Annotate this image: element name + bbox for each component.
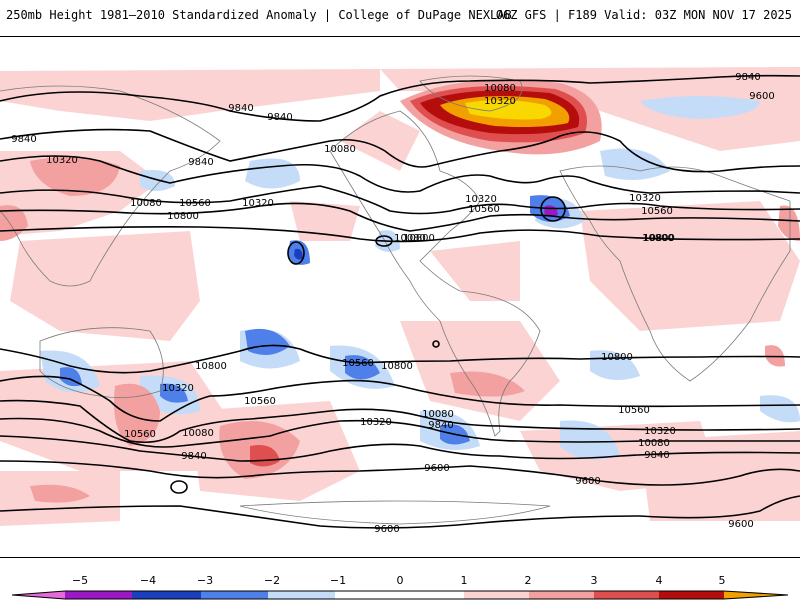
contour-label: 9840: [228, 103, 253, 114]
colorbar-tick: −1: [330, 574, 346, 587]
contour-label: 10800: [643, 233, 675, 244]
contour-label: 10800: [195, 361, 227, 372]
strong-positive-anomaly: [400, 79, 602, 155]
contour-label: 10080: [130, 198, 162, 209]
contour-label: 10080: [324, 144, 356, 155]
model-run-info: 06Z GFS | F189 Valid: 03Z MON NOV 17 202…: [495, 8, 792, 22]
colorbar-tick: −4: [140, 574, 156, 587]
contour-label: 10320: [629, 193, 661, 204]
anomaly-shading: [0, 67, 800, 526]
contour-label: 10080: [484, 83, 516, 94]
colorbar-segment-neg1: [268, 591, 335, 599]
contour-label: 9840: [11, 134, 36, 145]
colorbar-tick: −2: [264, 574, 280, 587]
contour-label: 10320: [162, 383, 194, 394]
colorbar-segment-pos3: [594, 591, 659, 599]
header-bar: 250mb Height 1981–2010 Standardized Anom…: [0, 0, 800, 34]
anomaly-map[interactable]: 9840 9840 9840 9840 10080 10080 10320 10…: [0, 36, 800, 558]
colorbar-segment-neg4: [65, 591, 132, 599]
contour-label: 10320: [242, 198, 274, 209]
contour-label: 9840: [644, 450, 669, 461]
coastlines: [0, 75, 791, 525]
contour-label: 9840: [188, 157, 213, 168]
contour-label: 10080: [394, 233, 426, 244]
contour-label: 10320: [360, 417, 392, 428]
contour-label: 9840: [267, 112, 292, 123]
colorbar-segment-neg3: [132, 591, 201, 599]
contour-label: 10560: [641, 206, 673, 217]
contour-label: 10320: [46, 155, 78, 166]
contour-label: 10320: [484, 96, 516, 107]
colorbar-tick: 1: [461, 574, 468, 587]
height-contours: [0, 74, 800, 529]
contour-label: 9600: [374, 524, 399, 535]
contour-label: 9840: [181, 451, 206, 462]
colorbar-segment-zero: [335, 591, 464, 599]
map-canvas: 9840 9840 9840 9840 10080 10080 10320 10…: [0, 67, 800, 535]
anomaly-cores: [0, 157, 800, 503]
colorbar-tick: 5: [719, 574, 726, 587]
contour-label: 10560: [244, 396, 276, 407]
contour-label: 9600: [728, 519, 753, 530]
contour-label: 10080: [182, 428, 214, 439]
contour-label: 10560: [618, 405, 650, 416]
contour-label: 10560: [342, 358, 374, 369]
contour-labels: 9840 9840 9840 9840 10080 10080 10320 10…: [11, 72, 774, 535]
colorbar-outline: [11, 590, 789, 600]
contour-label: 10320: [644, 426, 676, 437]
contour-label: 9600: [424, 463, 449, 474]
colorbar-tick: 3: [591, 574, 598, 587]
contour-label: 9840: [735, 72, 760, 83]
contour-label: 10080: [422, 409, 454, 420]
contour-label: 10800: [642, 233, 674, 244]
map-title: 250mb Height 1981–2010 Standardized Anom…: [6, 8, 512, 22]
contour-label: 10800: [167, 211, 199, 222]
colorbar-tick: 2: [525, 574, 532, 587]
contour-label: 9600: [749, 91, 774, 102]
colorbar-segment-pos2: [529, 591, 594, 599]
contour-label: 9840: [428, 420, 453, 431]
contour-label: 10560: [124, 429, 156, 440]
contour-label: 10800: [601, 352, 633, 363]
contour-label: 10320: [465, 194, 497, 205]
contour-label: 9600: [575, 476, 600, 487]
colorbar-segment-neg5: [12, 591, 65, 599]
colorbar-segment-pos1: [464, 591, 529, 599]
colorbar-tick: −5: [72, 574, 88, 587]
contour-label: 10560: [179, 198, 211, 209]
colorbar-tick: 4: [656, 574, 663, 587]
colorbar-tick: −3: [197, 574, 213, 587]
colorbar-segment-pos5: [724, 591, 788, 599]
colorbar-graphic: −5 −4 −3 −2 −1 0 1 2 3 4 5: [11, 574, 789, 600]
contour-label: 10800: [381, 361, 413, 372]
anomaly-colorbar: −5 −4 −3 −2 −1 0 1 2 3 4 5: [0, 570, 800, 600]
contour-label: 10080: [638, 438, 670, 449]
colorbar-segment-neg2: [201, 591, 268, 599]
colorbar-segment-pos4: [659, 591, 724, 599]
colorbar-tick: 0: [397, 574, 404, 587]
contour-label: 10560: [468, 204, 500, 215]
contour-label: 10800: [403, 233, 435, 244]
